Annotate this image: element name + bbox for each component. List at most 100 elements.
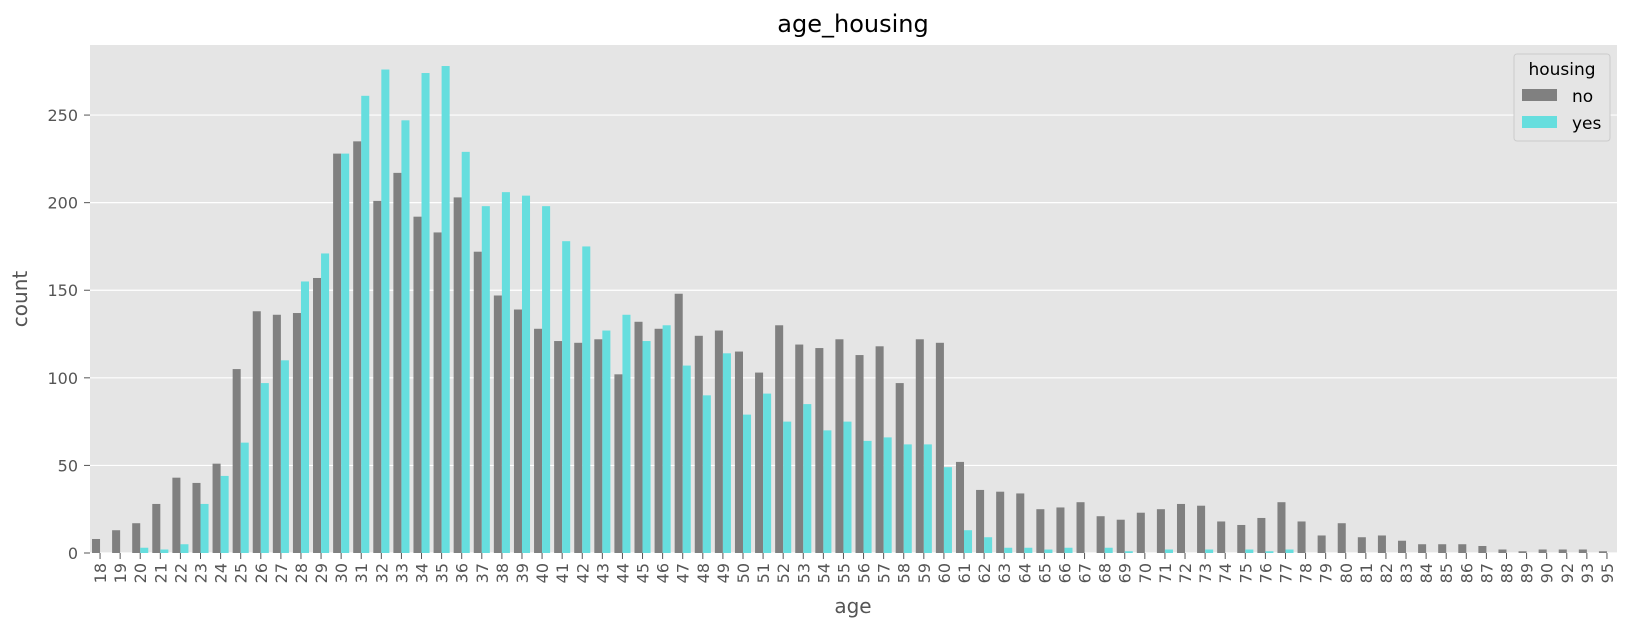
bar-yes (542, 206, 551, 553)
x-tick-label: 52 (774, 563, 793, 583)
x-tick-label: 50 (734, 563, 753, 583)
y-axis-label: count (8, 271, 32, 328)
bar-no (513, 309, 522, 553)
bar-no (1598, 551, 1607, 553)
bar-no (1076, 502, 1085, 553)
x-tick-label: 27 (272, 563, 291, 583)
bar-no (554, 341, 563, 553)
bar-no (1176, 503, 1186, 553)
legend-label-no: no (1572, 87, 1593, 107)
bar-no (1558, 549, 1567, 553)
x-tick-label: 87 (1477, 563, 1496, 583)
x-tick-label: 70 (1136, 563, 1155, 583)
bar-no (493, 295, 502, 553)
x-tick-label: 82 (1377, 563, 1396, 583)
bar-yes (742, 414, 752, 553)
x-tick-label: 55 (834, 563, 853, 583)
bar-yes (662, 325, 671, 553)
bar-yes (1064, 547, 1073, 553)
x-tick-label: 28 (292, 563, 311, 583)
bar-yes (180, 544, 189, 553)
bar-no (734, 351, 743, 553)
x-tick-label: 67 (1076, 563, 1095, 583)
bar-yes (521, 195, 531, 554)
bar-yes (964, 530, 973, 553)
bar-yes (280, 360, 289, 553)
x-axis-ticks: 18 19 20 21 22 23 24 25 26 27 28 29 30 31 32 33 34 35 36 37… (91, 553, 1617, 583)
x-tick-label: 23 (192, 563, 211, 583)
x-tick-label: 21 (151, 563, 170, 583)
bar-no (775, 325, 784, 553)
bar-no (1036, 509, 1045, 553)
bar-yes (461, 151, 470, 554)
x-tick-label: 72 (1176, 563, 1195, 583)
bar-no (1116, 519, 1125, 553)
bar-no (1297, 521, 1306, 553)
x-tick-label: 74 (1216, 563, 1235, 583)
x-tick-label: 58 (895, 563, 914, 583)
bar-no (172, 477, 181, 553)
x-tick-label: 80 (1337, 563, 1356, 583)
bar-no (835, 339, 844, 553)
bar-yes (943, 467, 952, 553)
x-tick-label: 22 (171, 563, 190, 583)
x-tick-label: 32 (372, 563, 391, 583)
bar-no (1197, 505, 1206, 553)
x-tick-label: 61 (955, 563, 974, 583)
bar-no (1096, 516, 1105, 553)
x-tick-label: 85 (1437, 563, 1456, 583)
x-tick-label: 79 (1317, 563, 1336, 583)
bar-yes (361, 95, 370, 554)
bar-no (1056, 507, 1065, 553)
y-tick-label: 0 (68, 544, 78, 563)
bar-no (433, 232, 442, 553)
bar-no (795, 344, 804, 553)
bar-yes (481, 206, 490, 553)
bar-no (574, 342, 583, 553)
bar-yes (582, 246, 591, 553)
bar-no (1016, 493, 1025, 553)
bar-no (1538, 549, 1547, 553)
bar-yes (321, 253, 330, 553)
bar-no (212, 463, 221, 553)
x-tick-label: 64 (1015, 563, 1034, 583)
x-axis-label: age (834, 594, 871, 618)
legend-title: housing (1528, 60, 1595, 80)
bar-yes (1004, 547, 1013, 553)
bar-yes (1104, 547, 1113, 553)
x-tick-label: 77 (1276, 563, 1295, 583)
bar-yes (783, 421, 792, 553)
bar-no (232, 369, 241, 553)
x-tick-label: 36 (453, 563, 472, 583)
x-tick-label: 84 (1417, 563, 1436, 583)
y-axis-ticks: 0 50 100 150 200 250 (47, 106, 90, 563)
bar-yes (1024, 547, 1033, 553)
bar-yes (903, 444, 912, 553)
x-tick-label: 83 (1397, 563, 1416, 583)
bar-no (1277, 502, 1286, 553)
bar-yes (260, 383, 269, 553)
bar-yes (140, 547, 149, 553)
bar-yes (984, 537, 993, 553)
bar-yes (803, 404, 812, 553)
x-tick-label: 63 (995, 563, 1014, 583)
bar-no (272, 314, 281, 553)
bar-no (132, 523, 141, 553)
x-tick-label: 93 (1578, 563, 1597, 583)
bar-yes (622, 314, 631, 553)
x-tick-label: 45 (634, 563, 653, 583)
bar-no (855, 355, 864, 553)
x-tick-label: 88 (1497, 563, 1516, 583)
legend-swatch-yes (1522, 116, 1557, 128)
x-tick-label: 73 (1196, 563, 1215, 583)
bar-no (1357, 537, 1366, 553)
bar-no (1438, 544, 1447, 553)
legend-swatch-no (1522, 89, 1557, 101)
x-tick-label: 40 (533, 563, 552, 583)
x-tick-label: 59 (915, 563, 934, 583)
bars (92, 66, 1607, 554)
bar-no (1518, 551, 1527, 553)
bar-no (473, 251, 482, 554)
bar-no (614, 374, 623, 553)
bar-no (353, 141, 362, 553)
